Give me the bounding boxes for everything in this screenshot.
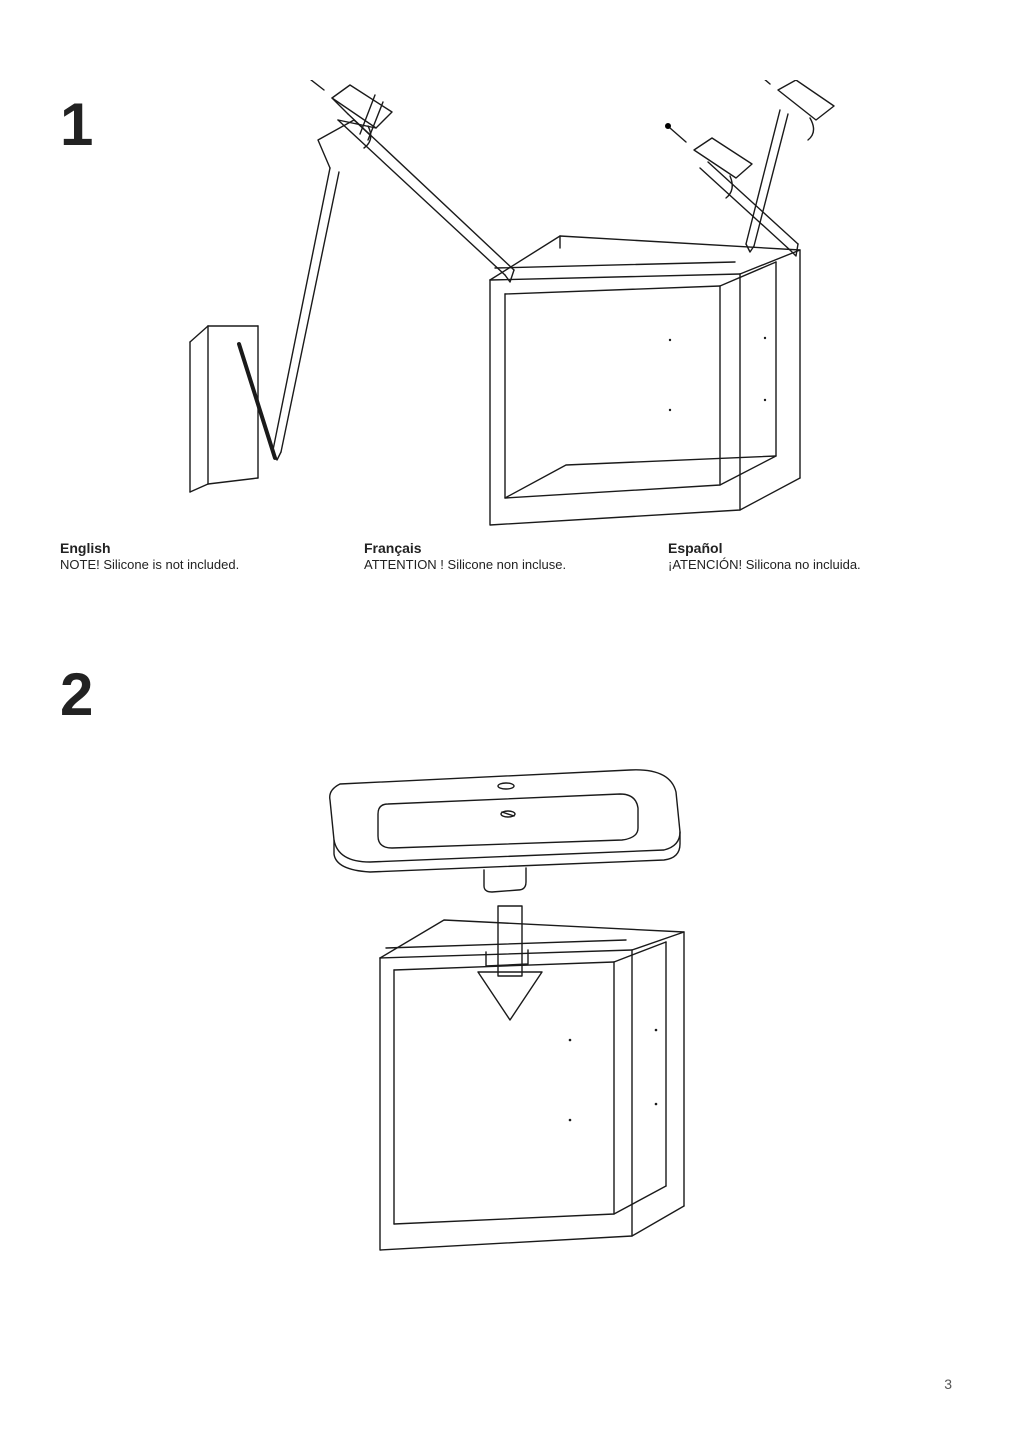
note-english-body: NOTE! Silicone is not included. bbox=[60, 556, 344, 574]
note-francais-title: Français bbox=[364, 540, 648, 556]
note-francais: Français ATTENTION ! Silicone non inclus… bbox=[364, 540, 648, 574]
note-espanol-title: Español bbox=[668, 540, 952, 556]
note-espanol-body: ¡ATENCIÓN! Silicona no incluida. bbox=[668, 556, 952, 574]
note-francais-body: ATTENTION ! Silicone non incluse. bbox=[364, 556, 648, 574]
step-number-1: 1 bbox=[60, 90, 93, 159]
page-number: 3 bbox=[944, 1376, 952, 1392]
note-english: English NOTE! Silicone is not included. bbox=[60, 540, 344, 574]
step-1-illustration bbox=[100, 80, 950, 540]
note-espanol: Español ¡ATENCIÓN! Silicona no incluida. bbox=[668, 540, 952, 574]
notes-row: English NOTE! Silicone is not included. … bbox=[60, 540, 952, 574]
step-2-illustration bbox=[270, 720, 750, 1280]
step-number-2: 2 bbox=[60, 660, 93, 729]
note-english-title: English bbox=[60, 540, 344, 556]
